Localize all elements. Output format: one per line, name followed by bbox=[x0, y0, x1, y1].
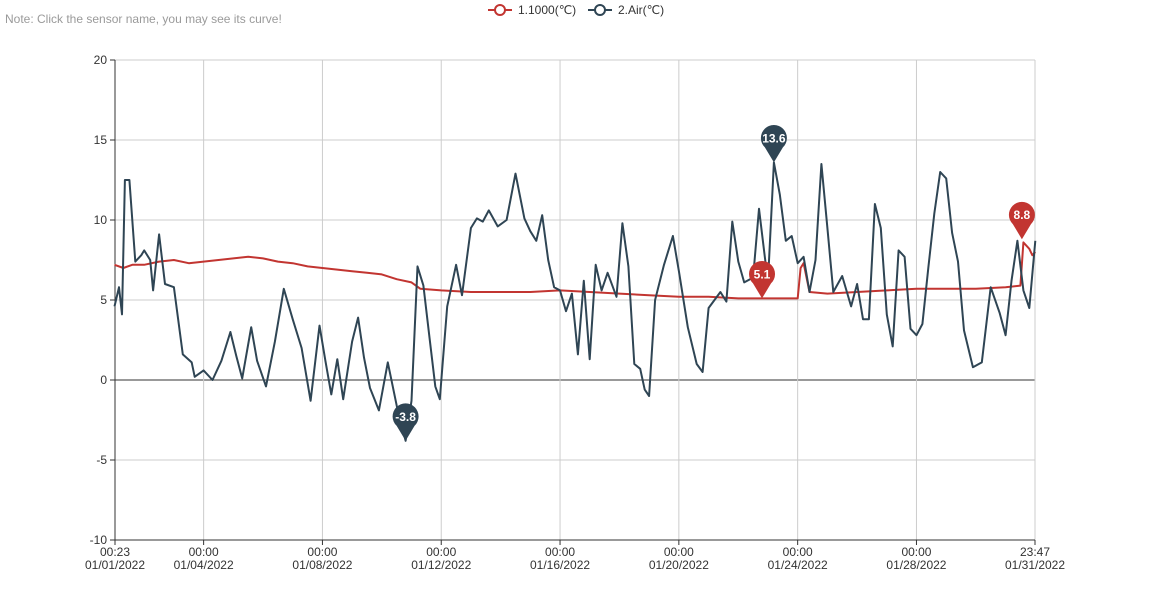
y-tick-label: -5 bbox=[96, 453, 107, 467]
y-tick-label: 5 bbox=[100, 293, 107, 307]
x-tick-date: 01/20/2022 bbox=[649, 558, 709, 572]
chart-note: Note: Click the sensor name, you may see… bbox=[5, 12, 282, 26]
series-line-2 bbox=[113, 161, 1037, 442]
legend[interactable]: 1.1000(℃) 2.Air(℃) bbox=[488, 3, 664, 17]
y-tick-label: 15 bbox=[94, 133, 108, 147]
x-tick-time: 00:00 bbox=[901, 545, 931, 559]
x-tick-time: 00:00 bbox=[545, 545, 575, 559]
legend-label[interactable]: 1.1000(℃) bbox=[518, 3, 576, 17]
x-tick-time: 23:47 bbox=[1020, 545, 1050, 559]
y-tick-label: 0 bbox=[100, 373, 107, 387]
marker-value-label: 8.8 bbox=[1014, 208, 1031, 222]
legend-item-2[interactable]: 2.Air(℃) bbox=[588, 3, 664, 17]
legend-label[interactable]: 2.Air(℃) bbox=[618, 3, 664, 17]
x-tick-time: 00:00 bbox=[189, 545, 219, 559]
x-tick-date: 01/08/2022 bbox=[292, 558, 352, 572]
grid-lines bbox=[114, 59, 1036, 541]
marker-pin-shape bbox=[1008, 201, 1035, 240]
x-tick-date: 01/04/2022 bbox=[174, 558, 234, 572]
marker-value-label: -3.8 bbox=[395, 410, 416, 424]
x-tick-date: 01/31/2022 bbox=[1005, 558, 1065, 572]
x-tick-time: 00:00 bbox=[426, 545, 456, 559]
x-tick-date: 01/28/2022 bbox=[886, 558, 946, 572]
axes: 20151050-5-1000:2301/01/202200:0001/04/2… bbox=[85, 53, 1065, 572]
x-tick-time: 00:00 bbox=[783, 545, 813, 559]
value-marker-pin: 8.8 bbox=[1008, 201, 1035, 240]
x-tick-time: 00:23 bbox=[100, 545, 130, 559]
value-marker-pin: 13.6 bbox=[760, 125, 787, 163]
series-lines bbox=[113, 161, 1037, 442]
x-tick-date: 01/16/2022 bbox=[530, 558, 590, 572]
marker-value-label: 13.6 bbox=[762, 131, 786, 145]
marker-value-label: 5.1 bbox=[754, 267, 771, 281]
y-tick-label: 20 bbox=[94, 53, 108, 67]
marker-pin-shape bbox=[749, 261, 776, 299]
x-tick-time: 00:00 bbox=[307, 545, 337, 559]
legend-item-1[interactable]: 1.1000(℃) bbox=[488, 3, 576, 17]
value-marker-pin: 5.1 bbox=[749, 261, 776, 299]
legend-circle-icon bbox=[494, 4, 506, 16]
x-tick-date: 01/12/2022 bbox=[411, 558, 471, 572]
y-tick-label: 10 bbox=[94, 213, 108, 227]
value-marker-pin: -3.8 bbox=[392, 403, 419, 441]
value-markers: 5.1 8.8 13.6 -3.8 bbox=[392, 125, 1035, 441]
marker-pin-shape bbox=[392, 403, 419, 441]
legend-circle-icon bbox=[594, 4, 606, 16]
x-tick-time: 00:00 bbox=[664, 545, 694, 559]
marker-pin-shape bbox=[760, 125, 787, 163]
x-tick-date: 01/01/2022 bbox=[85, 558, 145, 572]
y-tick-label: -10 bbox=[90, 533, 108, 547]
x-tick-date: 01/24/2022 bbox=[768, 558, 828, 572]
